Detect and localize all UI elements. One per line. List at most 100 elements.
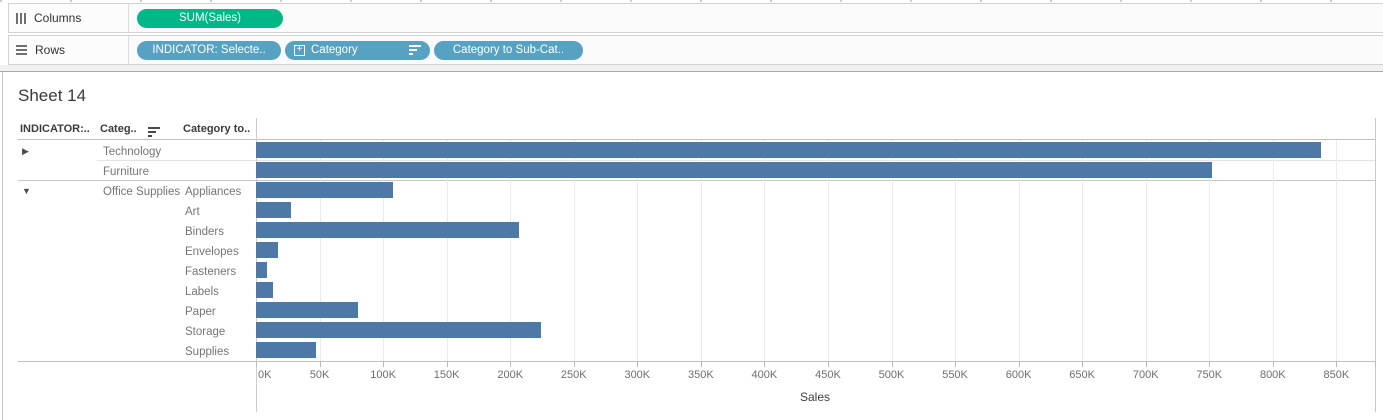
pill-label: SUM(Sales)	[179, 12, 241, 24]
toolbar-edge-decoration	[0, 0, 1383, 2]
axis-tick-label: 250K	[560, 369, 587, 381]
rows-pills-area: INDICATOR: Selecte.. + Category Category…	[137, 40, 583, 60]
subcategory-label[interactable]: Storage	[185, 326, 226, 338]
pill-sum-sales[interactable]: SUM(Sales)	[137, 8, 283, 28]
subcategory-label[interactable]: Fasteners	[185, 266, 237, 278]
subcategory-label[interactable]: Art	[185, 206, 200, 218]
axis-tick	[256, 362, 257, 367]
sales-bar[interactable]	[256, 302, 358, 318]
pill-category-to-subcat[interactable]: Category to Sub-Cat..	[434, 40, 583, 60]
axis-tick	[891, 362, 893, 367]
subcategory-label[interactable]: Supplies	[185, 346, 230, 358]
axis-tick-label: 200K	[497, 369, 524, 381]
gridline	[637, 140, 639, 361]
axis-tick	[1336, 362, 1338, 367]
pill-category[interactable]: + Category	[285, 40, 430, 60]
pill-label: Category to Sub-Cat..	[452, 44, 565, 56]
header-underline	[18, 139, 1375, 140]
gridline	[700, 140, 702, 361]
axis-tick	[827, 362, 829, 367]
axis-tick	[1082, 362, 1084, 367]
axis-tick-label: 300K	[624, 369, 651, 381]
axis-tick	[764, 362, 766, 367]
axis-tick-label: 400K	[751, 369, 778, 381]
axis-tick	[1272, 362, 1274, 367]
axis-tick-label: 150K	[433, 369, 460, 381]
axis-tick-label: 850K	[1323, 369, 1350, 381]
gridline	[1145, 140, 1147, 361]
columns-shelf[interactable]: Columns SUM(Sales)	[8, 3, 1383, 33]
header-category-to-subcat[interactable]: Category to..	[183, 123, 251, 135]
subcategory-label[interactable]: Paper	[185, 306, 216, 318]
worksheet-canvas	[2, 72, 1383, 420]
gridline	[383, 140, 385, 361]
axis-tick-label: 100K	[370, 369, 396, 381]
plot-right-border	[1375, 118, 1376, 412]
columns-shelf-label-box: Columns	[9, 4, 129, 32]
axis-tick-label: 350K	[687, 369, 714, 381]
shelf-sheet-divider	[0, 65, 1383, 72]
expand-plus-icon[interactable]: +	[294, 44, 305, 56]
axis-tick-label: 700K	[1132, 369, 1159, 381]
axis-tick-label: 50K	[309, 369, 330, 381]
rows-shelf-label-box: Rows	[9, 36, 129, 64]
gridline	[1018, 140, 1020, 361]
category-label[interactable]: Office Supplies	[103, 186, 181, 198]
subcategory-label[interactable]: Binders	[185, 226, 224, 238]
sales-bar[interactable]	[256, 282, 273, 298]
sales-bar[interactable]	[256, 182, 393, 198]
gridline	[1336, 140, 1338, 361]
pill-label: INDICATOR: Selecte..	[152, 44, 266, 56]
collapse-arrow-icon[interactable]: ▼	[22, 186, 31, 196]
subcategory-label[interactable]: Envelopes	[185, 246, 239, 258]
header-category[interactable]: Categ..	[100, 123, 137, 135]
gridline	[1272, 140, 1274, 361]
sales-bar[interactable]	[256, 342, 316, 358]
axis-tick	[319, 362, 321, 367]
subcategory-label[interactable]: Labels	[185, 286, 219, 298]
sales-bar[interactable]	[256, 262, 268, 278]
axis-tick	[510, 362, 512, 367]
sheet-title[interactable]: Sheet 14	[18, 86, 87, 105]
sales-bar[interactable]	[256, 142, 1322, 158]
sort-descending-icon[interactable]	[148, 127, 160, 137]
axis-tick-label: 0K	[258, 369, 272, 381]
axis-tick-label: 600K	[1005, 369, 1032, 381]
axis-end-tick	[1375, 362, 1376, 367]
sales-bar[interactable]	[256, 162, 1212, 178]
pill-indicator-selected[interactable]: INDICATOR: Selecte..	[137, 40, 281, 60]
axis-tick	[637, 362, 639, 367]
sales-bar[interactable]	[256, 202, 291, 218]
sort-descending-icon[interactable]	[409, 45, 421, 55]
axis-tick	[700, 362, 702, 367]
rows-shelf[interactable]: Rows INDICATOR: Selecte.. + Category Cat…	[8, 35, 1383, 65]
columns-pills-area: SUM(Sales)	[137, 8, 283, 28]
sales-bar[interactable]	[256, 242, 278, 258]
x-axis-title: Sales	[799, 390, 831, 404]
category-label[interactable]: Furniture	[103, 166, 150, 178]
expand-arrow-icon[interactable]: ▶	[22, 146, 29, 156]
gridline	[573, 140, 575, 361]
axis-tick-label: 450K	[815, 369, 841, 381]
axis-tick	[1209, 362, 1211, 367]
gridline	[1209, 140, 1211, 361]
gridline	[764, 140, 766, 361]
pill-label: Category	[311, 44, 358, 56]
columns-icon	[16, 12, 26, 24]
columns-shelf-label: Columns	[34, 11, 82, 25]
sales-bar[interactable]	[256, 322, 541, 338]
axis-tick-label: 800K	[1259, 369, 1286, 381]
header-indicator[interactable]: INDICATOR:..	[20, 123, 90, 135]
subcategory-label[interactable]: Appliances	[185, 186, 242, 198]
axis-tick	[383, 362, 385, 367]
gridline	[827, 140, 829, 361]
axis-tick	[446, 362, 448, 367]
axis-tick-label: 500K	[878, 369, 905, 381]
category-label[interactable]: Technology	[103, 146, 162, 158]
sales-bar[interactable]	[256, 222, 520, 238]
axis-tick	[1018, 362, 1020, 367]
rows-icon	[16, 45, 27, 55]
axis-tick-label: 650K	[1069, 369, 1095, 381]
axis-tick-label: 750K	[1196, 369, 1223, 381]
